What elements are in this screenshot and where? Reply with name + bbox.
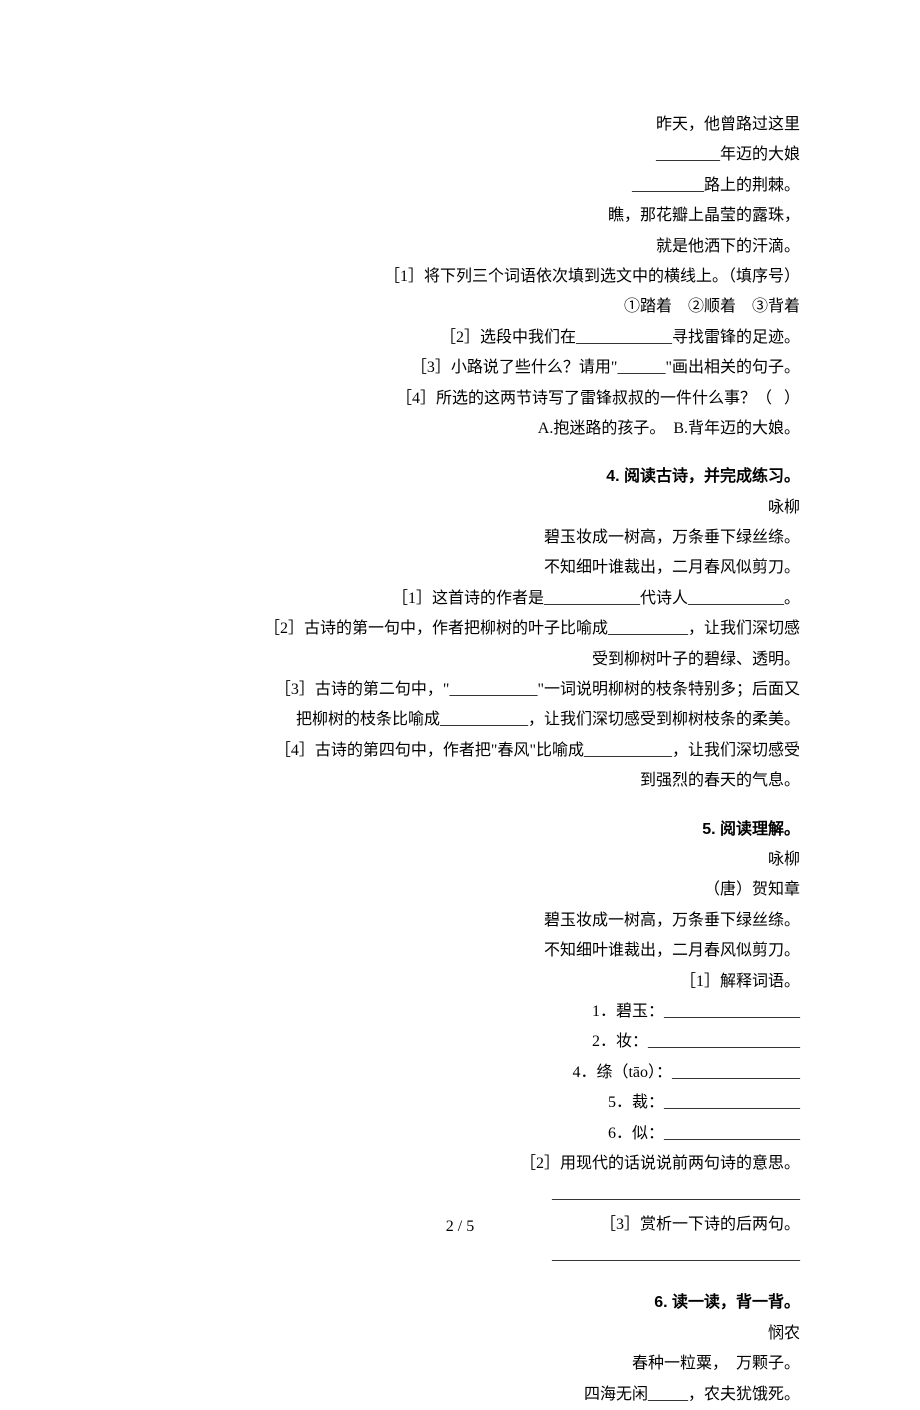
s3-q4-opts: A.抱迷路的孩子。 B.背年迈的大娘。	[120, 414, 800, 444]
document-page: 昨天，他曾路过这里 ________年迈的大娘 _________路上的荆棘。 …	[0, 0, 920, 1302]
s5-l2: 不知细叶谁裁出，二月春风似剪刀。	[120, 936, 800, 966]
s5-w1: 1．碧玉：_________________	[120, 997, 800, 1027]
s5-l1: 碧玉妆成一树高，万条垂下绿丝绦。	[120, 906, 800, 936]
s6-title: 6. 读一读，背一背。	[120, 1288, 800, 1318]
s3-poem-l2: ________年迈的大娘	[120, 140, 800, 170]
s5-q2: ［2］用现代的话说说前两句诗的意思。	[120, 1149, 800, 1179]
s5-blank1: _______________________________	[120, 1179, 800, 1209]
s5-title: 5. 阅读理解。	[120, 815, 800, 845]
s5-q1: ［1］解释词语。	[120, 967, 800, 997]
s3-q1: ［1］将下列三个词语依次填到选文中的横线上。（填序号）	[120, 262, 800, 292]
s6-poem-title: 悯农	[120, 1319, 800, 1349]
s6-l1: 春种一粒粟， 万颗子。	[120, 1349, 800, 1379]
s3-poem-l5: 就是他洒下的汗滴。	[120, 232, 800, 262]
page-number: 2 / 5	[0, 1212, 920, 1242]
s5-author: （唐）贺知章	[120, 875, 800, 905]
s3-poem-l3: _________路上的荆棘。	[120, 171, 800, 201]
s5-w2: 2．妆：___________________	[120, 1027, 800, 1057]
s5-blank2: _______________________________	[120, 1240, 800, 1270]
s5-w3: 4．绦（tāo）：________________	[120, 1058, 800, 1088]
s4-q2b: 受到柳树叶子的碧绿、透明。	[120, 645, 800, 675]
s4-q4a: ［4］古诗的第四句中，作者把"春风"比喻成___________，让我们深切感受	[120, 736, 800, 766]
s3-q3: ［3］小路说了些什么？请用"______"画出相关的句子。	[120, 353, 800, 383]
s3-q4: ［4］所选的这两节诗写了雷锋叔叔的一件什么事？（ ）	[120, 384, 800, 414]
s4-title: 4. 阅读古诗，并完成练习。	[120, 462, 800, 492]
s4-poem-title: 咏柳	[120, 493, 800, 523]
s4-q3b: 把柳树的枝条比喻成___________，让我们深切感受到柳树枝条的柔美。	[120, 705, 800, 735]
s3-q1-opts: ①踏着 ②顺着 ③背着	[120, 292, 800, 322]
s4-q4b: 到强烈的春天的气息。	[120, 766, 800, 796]
s5-w4: 5．裁：_________________	[120, 1088, 800, 1118]
s4-q3a: ［3］古诗的第二句中，"___________"一词说明柳树的枝条特别多；后面又	[120, 675, 800, 705]
s3-q2: ［2］选段中我们在____________寻找雷锋的足迹。	[120, 323, 800, 353]
s3-poem-l4: 瞧，那花瓣上晶莹的露珠，	[120, 201, 800, 231]
s6-l2: 四海无闲_____，农夫犹饿死。	[120, 1380, 800, 1410]
s4-l1: 碧玉妆成一树高，万条垂下绿丝绦。	[120, 523, 800, 553]
s4-l2: 不知细叶谁裁出，二月春风似剪刀。	[120, 553, 800, 583]
s5-poem-title: 咏柳	[120, 845, 800, 875]
s3-poem-l1: 昨天，他曾路过这里	[120, 110, 800, 140]
s4-q1: ［1］这首诗的作者是____________代诗人____________。	[120, 584, 800, 614]
s4-q2a: ［2］古诗的第一句中，作者把柳树的叶子比喻成__________，让我们深切感	[120, 614, 800, 644]
s5-w5: 6．似：_________________	[120, 1119, 800, 1149]
